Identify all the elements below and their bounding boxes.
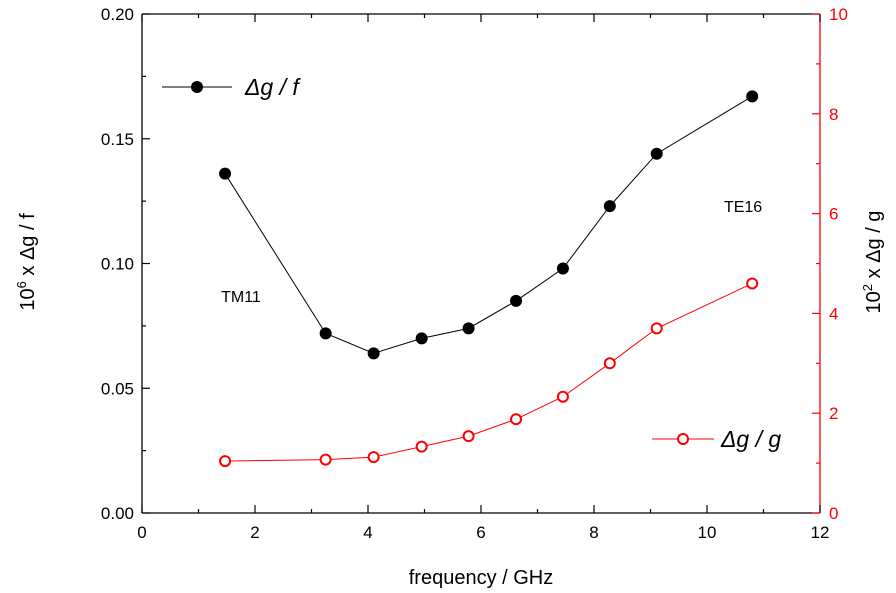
legend-1-marker [191, 81, 203, 93]
legend-2-label: Δg / g [720, 426, 781, 452]
right-y-tick-label: 8 [829, 105, 838, 124]
legend-2-marker [677, 433, 689, 445]
right-y-axis-title: 102 x Δg / g [860, 211, 885, 314]
series-1-point [603, 200, 616, 213]
legend-1-label: Δg / f [244, 74, 301, 100]
series-2-point [319, 453, 332, 466]
series-layer [162, 81, 759, 468]
series-1-point [367, 347, 380, 360]
series-2-point [415, 440, 428, 453]
annotation-label: TM11 [221, 289, 261, 306]
series-2-point [556, 390, 569, 403]
series-1-point [510, 294, 523, 307]
text-layer: 0 2 4 6 8 10 12 0.00 0.05 0.10 0.15 0.20 0 2 4 6 8 10 freq… [14, 5, 885, 589]
axes-layer [141, 13, 821, 514]
right-y-tick-label: 0 [829, 504, 838, 523]
x-tick-label: 8 [589, 523, 598, 542]
left-y-tick-label: 0.00 [101, 504, 134, 523]
series-2-point [603, 357, 616, 370]
series-line-1 [224, 95, 753, 354]
x-axis-title: frequency / GHz [409, 567, 554, 589]
right-y-tick-label: 2 [829, 404, 838, 423]
series-1-point [462, 322, 475, 335]
left-y-axis-title: 106 x Δg / f [14, 213, 39, 311]
series-2-point [510, 413, 523, 426]
x-tick-label: 0 [137, 523, 146, 542]
x-tick-label: 4 [363, 523, 372, 542]
series-2-point [462, 430, 475, 443]
series-1-point [415, 332, 428, 345]
series-2-point [650, 322, 663, 335]
left-y-tick-label: 0.15 [101, 130, 134, 149]
x-tick-label: 2 [250, 523, 259, 542]
x-tick-label: 10 [698, 523, 717, 542]
series-1-point [219, 167, 232, 180]
series-1-point [319, 327, 332, 340]
series-1-point [556, 262, 569, 275]
right-y-tick-label: 10 [829, 5, 848, 24]
annotation-label: TE16 [724, 199, 762, 216]
series-2-point [219, 455, 232, 468]
x-tick-label: 12 [811, 523, 830, 542]
series-1-point [650, 147, 663, 160]
left-y-tick-label: 0.20 [101, 5, 134, 24]
series-2-point [367, 451, 380, 464]
right-y-tick-label: 6 [829, 205, 838, 224]
left-y-tick-label: 0.10 [101, 255, 134, 274]
right-y-tick-label: 4 [829, 304, 838, 323]
x-tick-label: 6 [476, 523, 485, 542]
series-line-2 [225, 283, 753, 462]
left-y-tick-label: 0.05 [101, 379, 134, 398]
series-1-point [746, 90, 759, 103]
series-2-point [746, 277, 759, 290]
